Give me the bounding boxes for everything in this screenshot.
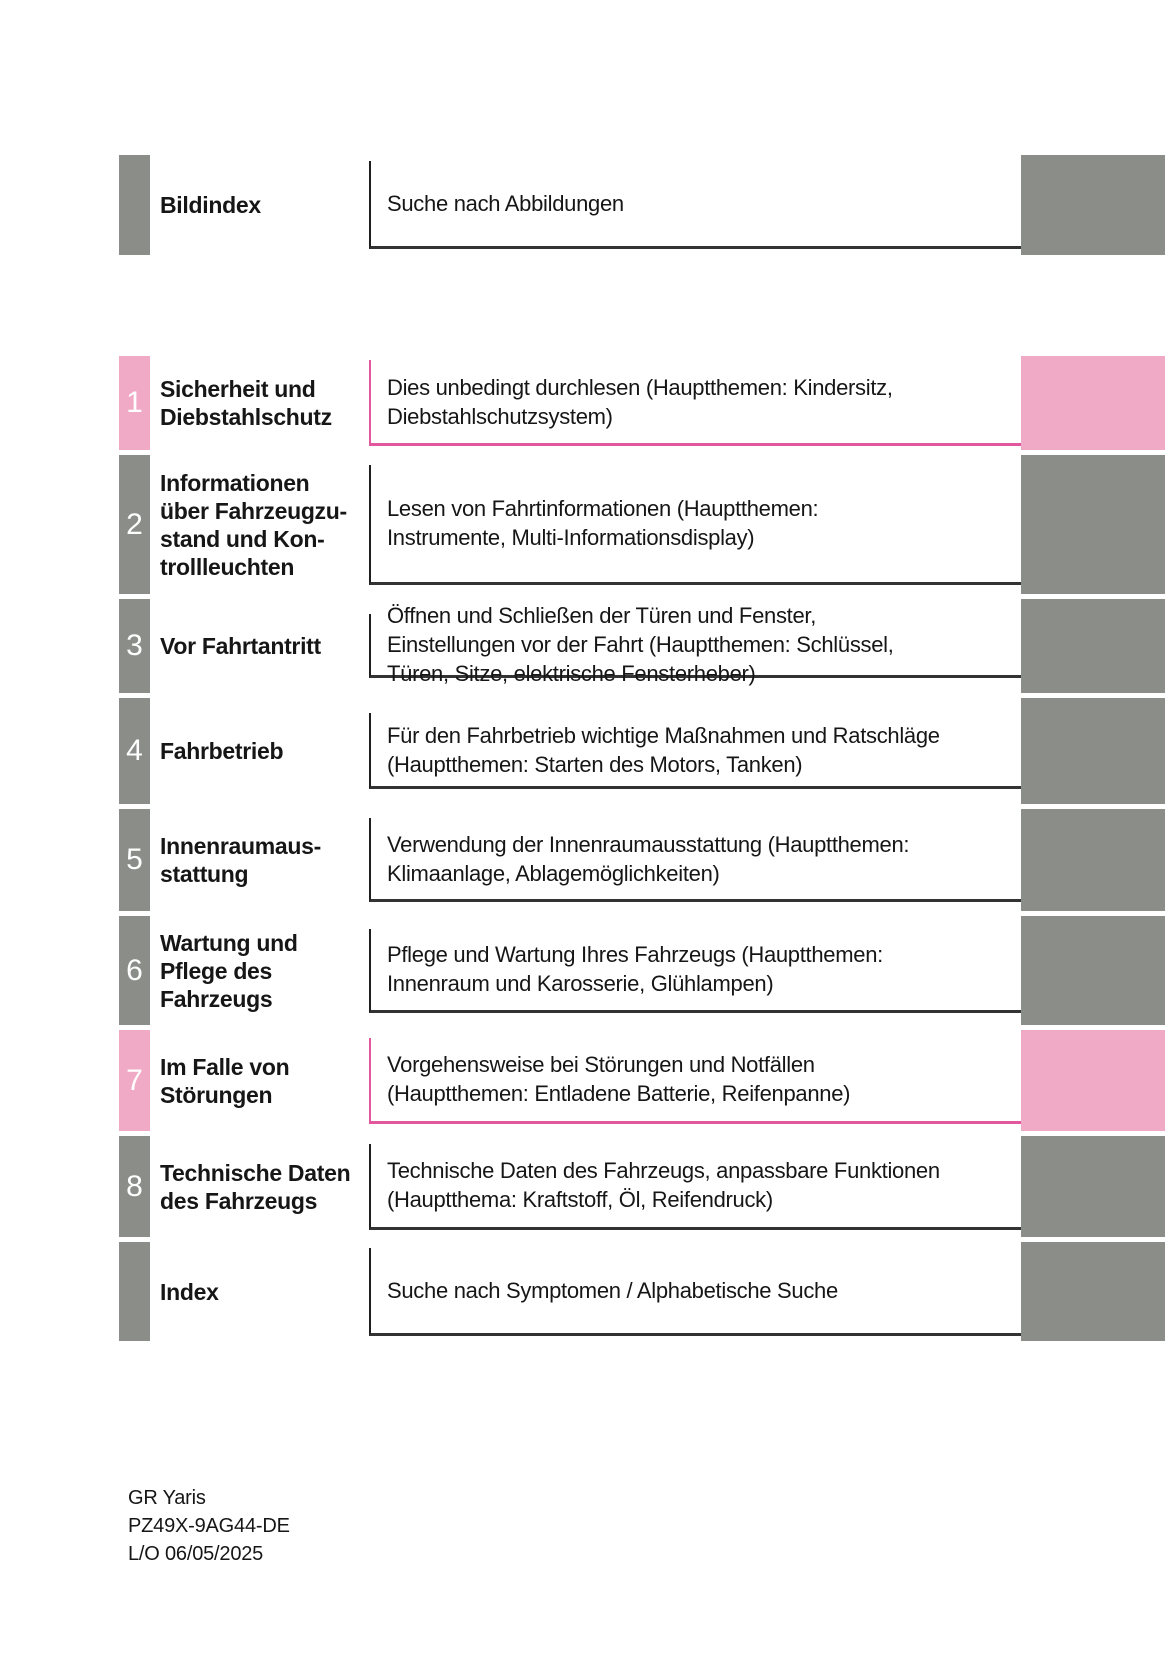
section-title: Wartung und Pflege des Fahrzeugs xyxy=(160,929,298,1012)
toc-row-section-7: 7 Im Falle von Störungen Vorgehensweise … xyxy=(119,1030,1165,1131)
layout-date: L/O 06/05/2025 xyxy=(128,1543,264,1565)
page-edge-block xyxy=(1021,1242,1165,1341)
section-title: Index xyxy=(160,1278,219,1305)
section-number: 3 xyxy=(126,629,143,662)
section-description: Lesen von Fahrtinformationen (Haupttheme… xyxy=(387,496,819,550)
toc-row-section-2: 2 Informationen über Fahrzeugzu- stand u… xyxy=(119,455,1165,594)
section-description: Für den Fahrbetrieb wichtige Maßnahmen u… xyxy=(387,722,940,777)
footer: GR Yaris PZ49X-9AG44-DE L/O 06/05/2025 xyxy=(128,1484,290,1568)
model-name: GR Yaris xyxy=(128,1487,206,1509)
section-title: Informationen über Fahrzeugzu- stand und… xyxy=(160,469,347,580)
section-number: 4 xyxy=(126,734,143,767)
page-edge-block xyxy=(1021,1030,1165,1131)
section-title: Bildindex xyxy=(160,192,261,218)
toc-row-bildindex: Bildindex Suche nach Abbildungen xyxy=(119,155,1165,255)
section-description-box: Für den Fahrbetrieb wichtige Maßnahmen u… xyxy=(369,698,1021,804)
section-number-tab xyxy=(119,1242,150,1341)
section-description: Öffnen und Schließen der Türen und Fenst… xyxy=(387,603,894,686)
section-description-box: Technische Daten des Fahrzeugs, anpassba… xyxy=(369,1136,1021,1237)
toc-row-section-6: 6 Wartung und Pflege des Fahrzeugs Pfleg… xyxy=(119,916,1165,1025)
section-description-box: Dies unbedingt durchlesen (Hauptthemen: … xyxy=(369,356,1021,450)
section-number-tab: 2 xyxy=(119,455,150,594)
section-description: Dies unbedingt durchlesen (Hauptthemen: … xyxy=(387,374,893,429)
toc-row-section-3: 3 Vor Fahrtantritt Öffnen und Schließen … xyxy=(119,599,1165,693)
toc-row-section-5: 5 Innenraumaus- stattung Verwendung der … xyxy=(119,809,1165,911)
page-edge-block xyxy=(1021,155,1165,255)
section-description-box: Pflege und Wartung Ihres Fahrzeugs (Haup… xyxy=(369,916,1021,1025)
section-number: 2 xyxy=(126,507,143,541)
section-description: Suche nach Symptomen / Alphabetische Suc… xyxy=(387,1277,838,1303)
toc-row-index: Index Suche nach Symptomen / Alphabetisc… xyxy=(119,1242,1165,1341)
section-number-tab: 4 xyxy=(119,698,150,804)
section-title: Fahrbetrieb xyxy=(160,738,284,764)
section-number-tab: 5 xyxy=(119,809,150,911)
toc-row-section-8: 8 Technische Daten des Fahrzeugs Technis… xyxy=(119,1136,1165,1237)
toc-row-section-1: 1 Sicherheit und Diebstahlschutz Dies un… xyxy=(119,356,1165,450)
table-of-contents: Bildindex Suche nach Abbildungen 1 Siche… xyxy=(119,155,1165,1341)
section-number-tab: 8 xyxy=(119,1136,150,1237)
section-description: Verwendung der Innenraumausstattung (Hau… xyxy=(387,831,910,886)
section-description: Technische Daten des Fahrzeugs, anpassba… xyxy=(387,1158,940,1212)
section-number: 8 xyxy=(126,1169,143,1203)
section-description: Suche nach Abbildungen xyxy=(387,191,624,216)
section-number: 7 xyxy=(126,1063,143,1097)
page-edge-block xyxy=(1021,916,1165,1025)
section-description: Vorgehensweise bei Störungen und Notfäll… xyxy=(387,1052,851,1106)
page-edge-block xyxy=(1021,455,1165,594)
section-number: 5 xyxy=(126,843,143,876)
section-number: 1 xyxy=(126,386,143,419)
page-edge-block xyxy=(1021,599,1165,693)
section-description-box: Lesen von Fahrtinformationen (Haupttheme… xyxy=(369,455,1021,594)
section-number-tab xyxy=(119,155,150,255)
section-title: Vor Fahrtantritt xyxy=(160,633,321,659)
section-title: Innenraumaus- stattung xyxy=(160,833,321,887)
section-description-box: Verwendung der Innenraumausstattung (Hau… xyxy=(369,809,1021,911)
section-description-box: Suche nach Symptomen / Alphabetische Suc… xyxy=(369,1242,1021,1341)
section-number-tab: 1 xyxy=(119,356,150,450)
section-number: 6 xyxy=(126,953,143,987)
section-description: Pflege und Wartung Ihres Fahrzeugs (Haup… xyxy=(387,942,883,996)
page-edge-block xyxy=(1021,698,1165,804)
page-edge-block xyxy=(1021,809,1165,911)
part-number: PZ49X-9AG44-DE xyxy=(128,1515,290,1537)
section-description-box: Öffnen und Schließen der Türen und Fenst… xyxy=(369,599,1021,693)
page-edge-block xyxy=(1021,356,1165,450)
section-number-tab: 6 xyxy=(119,916,150,1025)
section-title: Im Falle von Störungen xyxy=(160,1053,290,1108)
section-number-tab: 7 xyxy=(119,1030,150,1131)
section-title: Sicherheit und Diebstahlschutz xyxy=(160,376,332,430)
section-title: Technische Daten des Fahrzeugs xyxy=(160,1159,351,1214)
toc-row-section-4: 4 Fahrbetrieb Für den Fahrbetrieb wichti… xyxy=(119,698,1165,804)
section-description-box: Suche nach Abbildungen xyxy=(369,155,1021,255)
section-description-box: Vorgehensweise bei Störungen und Notfäll… xyxy=(369,1030,1021,1131)
page-edge-block xyxy=(1021,1136,1165,1237)
section-number-tab: 3 xyxy=(119,599,150,693)
